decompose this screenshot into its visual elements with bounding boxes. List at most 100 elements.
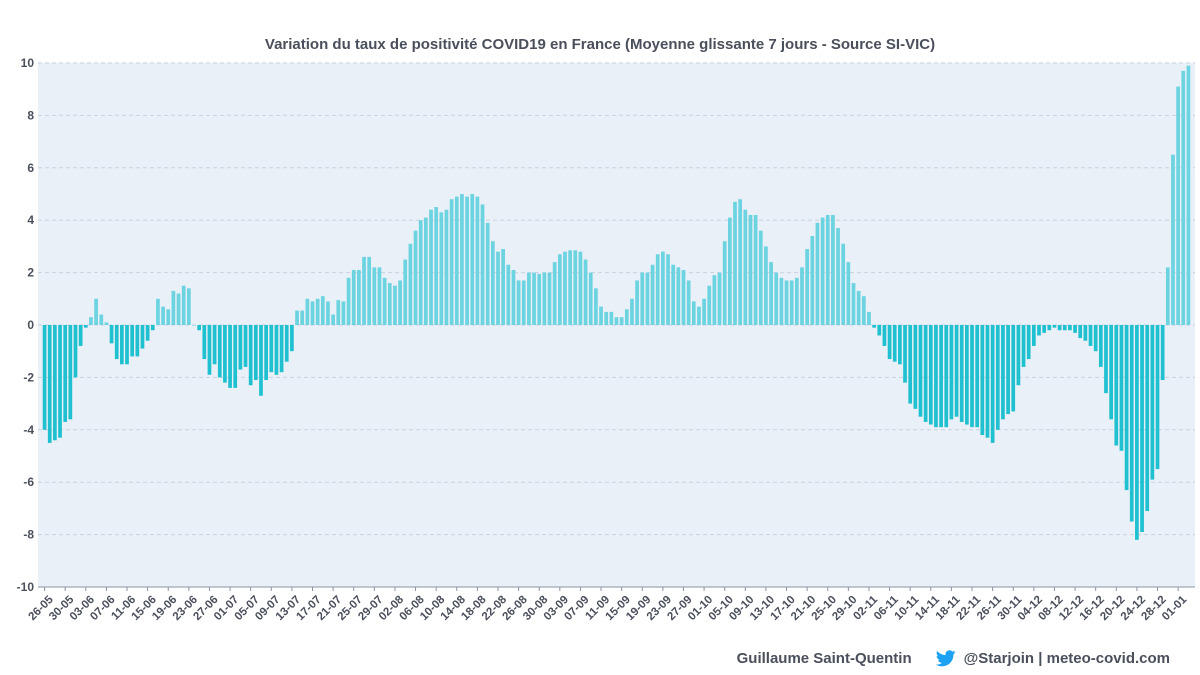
bar	[965, 325, 969, 425]
bar	[290, 325, 294, 352]
bar	[248, 325, 253, 386]
bar	[454, 196, 459, 325]
bar	[192, 325, 196, 326]
bar	[186, 288, 191, 325]
bar	[295, 310, 299, 325]
bar	[619, 317, 624, 325]
bar	[511, 269, 516, 325]
bar	[377, 267, 382, 325]
y-tick-label: 8	[27, 108, 34, 122]
bar	[310, 301, 315, 325]
bar	[460, 194, 464, 325]
bar	[810, 235, 815, 325]
bar	[243, 325, 248, 367]
y-axis: 10 8 6 4 2 0 -2 -4 -6 -8 -10	[17, 56, 35, 594]
bar	[135, 325, 140, 357]
bar	[609, 311, 614, 325]
bar	[908, 325, 913, 404]
bar	[671, 264, 676, 325]
bar	[784, 280, 789, 325]
bar	[465, 196, 469, 325]
bar	[109, 325, 114, 344]
bar	[259, 325, 263, 396]
bar	[1098, 325, 1103, 367]
bar	[516, 280, 521, 325]
bar	[872, 325, 876, 328]
bar	[1083, 325, 1088, 341]
y-tick-label: 10	[21, 56, 35, 70]
bar	[882, 325, 887, 346]
bar	[630, 298, 634, 325]
bar	[83, 325, 88, 328]
bar	[779, 277, 784, 325]
bar	[800, 267, 804, 325]
bar	[944, 325, 949, 428]
x-tick-label: 01-01	[1160, 593, 1190, 623]
bar	[501, 249, 505, 325]
bar	[336, 300, 341, 325]
bar	[506, 264, 511, 325]
bar	[568, 250, 572, 325]
bar	[877, 325, 882, 336]
bar	[94, 298, 98, 325]
bar	[686, 280, 691, 325]
bar	[73, 325, 78, 378]
bar	[1037, 325, 1041, 336]
bar	[856, 290, 861, 325]
bar	[202, 325, 207, 360]
bar	[197, 325, 202, 331]
bar	[480, 204, 485, 325]
twitter-bird-icon	[935, 649, 956, 666]
bar	[820, 217, 825, 325]
bar	[588, 272, 593, 325]
bar	[717, 272, 722, 325]
bar	[1150, 325, 1155, 480]
bar	[1062, 325, 1067, 331]
bar	[537, 273, 542, 325]
bar	[1129, 325, 1134, 522]
bar	[949, 325, 954, 420]
bar	[1031, 325, 1036, 346]
bar	[769, 262, 773, 325]
bar	[300, 310, 305, 325]
bar	[542, 272, 547, 325]
bar	[707, 285, 712, 325]
bar	[125, 325, 129, 365]
bar	[114, 325, 119, 360]
bar	[959, 325, 964, 422]
bar	[918, 325, 923, 417]
bar	[490, 241, 495, 325]
bar	[130, 325, 135, 357]
bar	[140, 325, 145, 349]
bar	[697, 306, 701, 325]
bar	[676, 267, 681, 325]
y-tick-label: 4	[27, 213, 34, 227]
bar	[913, 325, 918, 409]
bar	[846, 262, 851, 325]
bar	[743, 209, 748, 325]
bar	[434, 207, 439, 325]
bar	[764, 246, 768, 325]
bar	[712, 275, 717, 325]
bar	[1135, 325, 1139, 540]
bar	[594, 288, 598, 325]
bar	[68, 325, 73, 420]
bar	[1114, 325, 1119, 446]
bar	[954, 325, 959, 417]
bar	[351, 269, 356, 325]
bar	[228, 325, 232, 388]
bar	[975, 325, 980, 428]
bar	[238, 325, 243, 370]
bar	[357, 269, 361, 325]
bar	[475, 196, 480, 325]
bar	[624, 309, 629, 325]
bar	[851, 283, 856, 325]
bar	[733, 201, 737, 325]
bar	[599, 306, 603, 325]
bar	[1052, 325, 1057, 328]
bar	[578, 251, 583, 325]
bar	[305, 298, 310, 325]
bar	[995, 325, 1000, 430]
bar	[156, 298, 160, 325]
bar	[1026, 325, 1031, 360]
